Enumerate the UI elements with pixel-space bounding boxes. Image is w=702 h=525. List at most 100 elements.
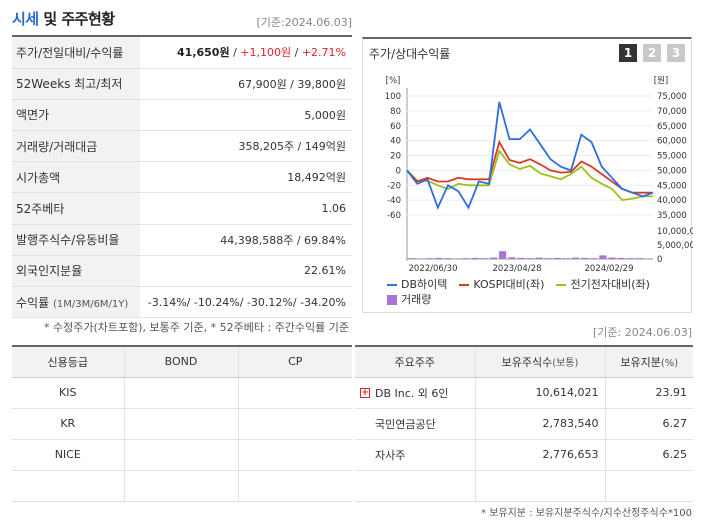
table-row: 거래량/거래대금 358,205주 / 149억원 xyxy=(12,130,352,163)
volume-bar xyxy=(408,258,416,259)
volume-bar xyxy=(462,258,470,259)
volume-bar xyxy=(535,257,543,259)
row-value: 22.61% xyxy=(140,255,352,288)
holder-name xyxy=(355,470,476,502)
volume-tick-label: 10,000,000 xyxy=(657,227,693,237)
volume-bar xyxy=(553,257,561,259)
volume-tick-label: 0 xyxy=(657,255,662,265)
current-price: 41,650원 xyxy=(177,46,230,60)
col-header-main: 보유지분 xyxy=(620,355,661,369)
volume-bar xyxy=(608,257,616,259)
asof-date: [기준:2024.06.03] xyxy=(256,16,352,29)
row-label: 52주베타 xyxy=(12,192,140,225)
left-tick-label: 60 xyxy=(390,122,401,132)
legend-swatch xyxy=(387,284,397,286)
volume-bar xyxy=(435,257,443,259)
volume-bar xyxy=(471,257,479,259)
x-tick-label: 2023/04/28 xyxy=(493,264,542,274)
table-header: 주요주주 보유주식수(보통) 보유지분(%) xyxy=(355,346,693,378)
volume-bar xyxy=(526,258,534,259)
col-header: BOND xyxy=(124,346,239,378)
volume-bar xyxy=(499,251,507,259)
col-header: 신용등급 xyxy=(12,346,125,378)
price-info-table: 주가/전일대비/수익률 41,650원 / +1,100원 / +2.71% 5… xyxy=(12,37,352,319)
return-label: 수익률 xyxy=(16,295,50,310)
volume-bar xyxy=(562,258,570,259)
col-header-main: 보유주식수 xyxy=(501,355,553,369)
legend-label: DB하이텍 xyxy=(401,278,448,291)
chart-tab-1[interactable]: 1 xyxy=(619,44,637,62)
chart-tab-2[interactable]: 2 xyxy=(643,44,661,62)
volume-bar xyxy=(544,258,552,259)
holder-shares: 10,614,021 xyxy=(475,377,606,409)
bond-rating xyxy=(124,377,239,409)
row-label: 수익률 (1M/3M/6M/1Y) xyxy=(12,286,140,319)
line-chart: [%] [원] 100 80 60 40 20 0 -20 -40 -60 75,000 70,000 6… xyxy=(385,76,693,274)
col-header: CP xyxy=(238,346,352,378)
table-row xyxy=(12,470,352,502)
section-header: 시세 및 주주현황 [기준:2024.06.03] xyxy=(12,8,352,34)
chart-tabs: 1 2 3 xyxy=(619,44,685,62)
volume-bar xyxy=(572,257,580,259)
row-value: 18,492억원 xyxy=(140,161,352,194)
cp-rating xyxy=(238,377,352,409)
legend-label: KOSPI대비(좌) xyxy=(473,278,545,291)
volume-bar xyxy=(508,257,516,259)
right-tick-label: 40,000 xyxy=(657,196,687,206)
table-row: 52주베타 1.06 xyxy=(12,192,352,225)
holder-shares: 2,783,540 xyxy=(475,408,606,440)
bond-rating xyxy=(124,439,239,471)
legend-item-volume: 거래량 xyxy=(387,292,431,307)
left-tick-label: 100 xyxy=(385,92,401,102)
cp-rating xyxy=(238,439,352,471)
legend-swatch xyxy=(459,284,470,286)
agency-name: NICE xyxy=(12,439,125,471)
table-row: 액면가 5,000원 xyxy=(12,99,352,132)
holder-name: + DB Inc. 외 6인 xyxy=(355,377,476,409)
return-period: (1M/3M/6M/1Y) xyxy=(52,298,129,310)
table-row xyxy=(355,470,693,502)
table-row: 외국인지분율 22.61% xyxy=(12,255,352,288)
table-row: NICE xyxy=(12,439,352,471)
chart-tab-3[interactable]: 3 xyxy=(667,44,685,62)
right-axis-unit: [원] xyxy=(654,76,668,86)
holder-shares: 2,776,653 xyxy=(475,439,606,471)
holder-pct: 6.27 xyxy=(605,408,693,440)
volume-bar xyxy=(581,257,589,259)
holder-name-text: DB Inc. 외 6인 xyxy=(375,386,449,400)
legend-label: 거래량 xyxy=(401,293,432,306)
separator: / xyxy=(229,46,241,60)
row-value: 67,900원 / 39,800원 xyxy=(140,68,352,100)
right-tick-label: 55,000 xyxy=(657,152,687,162)
x-tick-label: 2022/06/30 xyxy=(409,264,458,274)
row-label: 52Weeks 최고/최저 xyxy=(12,68,140,100)
volume-bar xyxy=(417,258,425,259)
left-tick-label: 0 xyxy=(396,166,401,176)
agency-name xyxy=(12,470,125,502)
table-row: 발행주식수/유동비율 44,398,588주 / 69.84% xyxy=(12,224,352,256)
table-row: 시가총액 18,492억원 xyxy=(12,161,352,194)
table-row: 수익률 (1M/3M/6M/1Y) -3.14%/ -10.24%/ -30.1… xyxy=(12,286,352,319)
legend-swatch xyxy=(556,284,567,286)
volume-bar xyxy=(517,257,525,259)
volume-bar xyxy=(444,258,452,259)
bond-rating xyxy=(124,470,239,502)
right-tick-label: 45,000 xyxy=(657,181,687,191)
volume-bar xyxy=(644,258,652,259)
holder-pct: 6.25 xyxy=(605,439,693,471)
right-tick-label: 65,000 xyxy=(657,122,687,132)
agency-name: KIS xyxy=(12,377,125,409)
legend-swatch xyxy=(387,295,397,305)
left-tick-label: -40 xyxy=(387,196,401,206)
volume-bar xyxy=(626,258,634,259)
row-label: 시가총액 xyxy=(12,161,140,194)
legend-label: 전기전자대비(좌) xyxy=(570,278,650,291)
cp-rating xyxy=(238,408,352,440)
expand-icon[interactable]: + xyxy=(360,387,370,398)
price-change-pct: +2.71% xyxy=(301,46,346,60)
row-label: 주가/전일대비/수익률 xyxy=(12,37,140,69)
col-header: 보유지분(%) xyxy=(605,346,693,378)
row-label: 외국인지분율 xyxy=(12,255,140,288)
bond-rating xyxy=(124,408,239,440)
major-shareholders-table: 주요주주 보유주식수(보통) 보유지분(%) + DB Inc. 외 6인 10,… xyxy=(355,345,693,502)
